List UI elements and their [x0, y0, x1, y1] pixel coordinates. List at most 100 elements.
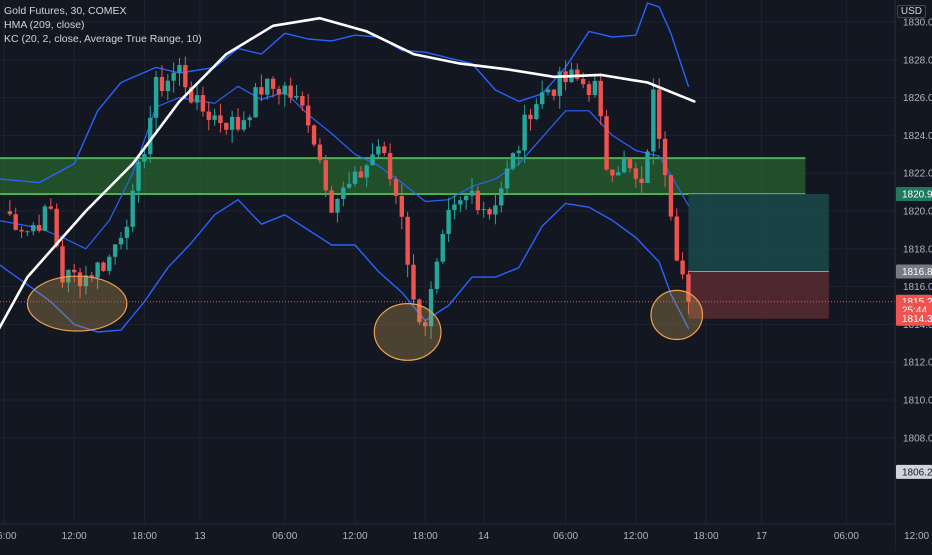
candle-body	[627, 158, 633, 169]
candle-body	[598, 80, 603, 117]
candle	[393, 176, 399, 205]
price-label-text: 25:44	[902, 305, 927, 316]
candle	[586, 80, 592, 102]
candle	[668, 174, 674, 221]
kc-upper-band	[0, 2, 690, 184]
candle-body	[580, 78, 586, 85]
candle	[136, 160, 141, 203]
candle-body	[253, 87, 258, 118]
price-label-text: 1814.3	[902, 314, 932, 325]
time-tick-label: 17	[756, 531, 768, 542]
candle-body	[265, 78, 270, 95]
time-tick-label: 13	[194, 531, 206, 542]
candle-body	[311, 125, 317, 145]
long-position-tool	[688, 193, 829, 319]
candle	[259, 74, 264, 102]
price-label-tag: 1814.3	[896, 311, 932, 326]
candle	[592, 73, 598, 98]
price-label-bg	[896, 311, 932, 326]
candle-body	[452, 204, 457, 210]
candle	[112, 243, 118, 265]
candle	[306, 93, 311, 133]
candle	[657, 78, 662, 149]
candle-body	[288, 85, 293, 98]
position-stop-area	[688, 271, 829, 319]
candle	[335, 198, 340, 223]
candle	[352, 166, 358, 187]
time-tick-label: 06:00	[553, 531, 578, 542]
candle-body	[218, 115, 223, 124]
candle-body	[48, 206, 53, 209]
candle-body	[639, 178, 644, 184]
candle-body	[610, 169, 615, 176]
candle-body	[346, 183, 352, 188]
candle	[680, 252, 685, 280]
candle	[48, 198, 53, 210]
candle-body	[42, 206, 48, 231]
candle	[171, 62, 176, 93]
candle	[557, 66, 562, 109]
price-label-text: 1820.9	[902, 189, 932, 200]
candle	[206, 101, 211, 131]
candle-body	[124, 226, 130, 238]
price-tick-label: 1822.0	[903, 169, 932, 180]
candle-body	[469, 190, 475, 196]
candle-body	[95, 262, 100, 278]
price-tick-label: 1828.0	[903, 55, 932, 66]
candle-body	[19, 229, 24, 232]
candle	[540, 80, 545, 109]
time-tick-label: 12:00	[342, 531, 367, 542]
candle-body	[77, 272, 83, 287]
price-label-tag: 1816.8	[896, 264, 932, 279]
candle-body	[317, 144, 323, 161]
candle	[235, 108, 241, 132]
candle	[165, 74, 170, 101]
price-label-text: 1815.2	[902, 297, 932, 308]
price-label-tag: 1820.9	[896, 186, 932, 201]
candle	[516, 145, 521, 166]
highlight-ellipse	[650, 289, 704, 341]
candle	[504, 160, 510, 194]
candle	[534, 98, 539, 121]
candle	[54, 203, 59, 248]
candle	[346, 171, 352, 190]
candle	[493, 194, 498, 225]
candle	[42, 204, 48, 231]
candle-body	[72, 269, 77, 273]
candle-body	[376, 146, 381, 155]
candle	[300, 91, 305, 112]
currency-badge[interactable]: USD	[896, 5, 926, 18]
candle	[153, 70, 159, 131]
candle	[265, 78, 270, 100]
candle-body	[148, 117, 153, 155]
time-tick-label: 06:00	[834, 531, 859, 542]
candle	[177, 57, 182, 86]
candle	[101, 261, 106, 272]
candle-body	[329, 190, 334, 213]
candle-body	[259, 87, 264, 95]
time-tick-label: 12:00	[623, 531, 648, 542]
price-label-tag: 1806.2	[896, 464, 932, 479]
price-tick-label: 1816.0	[903, 282, 932, 293]
candle-body	[458, 200, 463, 205]
candle-body	[224, 123, 229, 130]
candle	[528, 108, 533, 131]
candle	[633, 162, 638, 188]
candle	[621, 150, 627, 174]
candle-body	[382, 146, 387, 154]
candle-body	[118, 237, 124, 245]
candle-body	[370, 154, 375, 166]
candle	[311, 124, 317, 147]
price-tick-label: 1826.0	[903, 93, 932, 104]
time-tick-label: 12:00	[904, 531, 929, 542]
candle-body	[657, 89, 662, 139]
candle-body	[241, 120, 247, 130]
candle-body	[651, 89, 656, 152]
price-tick-label: 1810.0	[903, 396, 932, 407]
highlight-ellipse	[373, 303, 442, 361]
candle-body	[633, 168, 638, 179]
candle	[370, 143, 375, 166]
candle-body	[487, 209, 492, 215]
